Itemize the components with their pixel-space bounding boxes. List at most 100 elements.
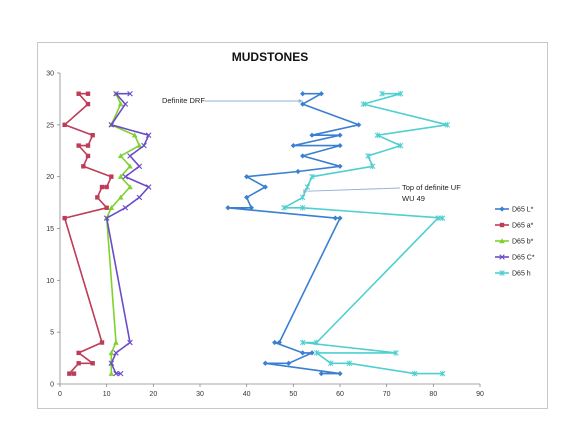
data-point — [281, 204, 287, 211]
data-point — [103, 215, 110, 221]
legend-marker — [499, 238, 505, 244]
data-point — [369, 163, 376, 170]
data-point — [131, 132, 138, 138]
data-point — [85, 143, 91, 148]
data-point — [244, 174, 250, 180]
legend-entry: D65 a* — [495, 223, 534, 230]
data-point — [141, 142, 147, 149]
legend-marker — [499, 206, 505, 212]
data-point — [117, 173, 124, 179]
data-point — [337, 142, 343, 149]
data-point — [99, 340, 105, 345]
data-point — [85, 91, 91, 96]
data-point — [365, 153, 371, 159]
annotation-arrowhead — [303, 189, 308, 194]
data-point — [309, 350, 315, 356]
legend-marker — [499, 270, 505, 276]
data-point — [95, 195, 100, 200]
data-point — [304, 184, 311, 190]
data-point — [127, 184, 133, 190]
x-tick-label: 60 — [336, 391, 344, 398]
data-point — [244, 194, 250, 200]
x-tick-label: 40 — [243, 391, 251, 398]
legend-marker — [499, 254, 505, 260]
data-point — [99, 184, 105, 190]
data-point — [290, 142, 296, 149]
data-point — [104, 205, 109, 210]
data-point — [248, 205, 254, 211]
data-point — [122, 173, 129, 180]
data-point — [113, 350, 119, 356]
data-point — [127, 153, 133, 159]
data-point — [272, 339, 278, 346]
y-tick-label: 15 — [46, 226, 54, 233]
data-point — [85, 101, 91, 107]
series-line — [105, 92, 150, 375]
data-point — [85, 153, 91, 159]
data-point — [62, 215, 67, 221]
y-tick-label: 5 — [50, 330, 54, 337]
y-tick-label: 25 — [46, 122, 54, 129]
series-line — [63, 92, 113, 375]
legend-label: D65 h — [512, 271, 531, 278]
data-point — [67, 371, 72, 376]
data-point — [113, 90, 119, 97]
data-point — [346, 360, 353, 367]
annotation-arrow — [307, 187, 401, 192]
series-d65-h — [281, 90, 451, 377]
data-point — [286, 360, 292, 366]
data-point — [444, 122, 451, 128]
data-point — [313, 350, 320, 356]
data-point — [309, 173, 315, 180]
legend-label: D65 b* — [512, 239, 534, 246]
data-point — [117, 194, 124, 200]
y-tick-label: 30 — [46, 71, 54, 78]
data-point — [262, 184, 268, 190]
data-point — [300, 153, 306, 159]
legend-entry: D65 L* — [495, 206, 534, 214]
data-point — [360, 101, 367, 107]
x-tick-label: 70 — [383, 391, 391, 398]
data-point — [117, 370, 124, 377]
legend-label: D65 a* — [512, 223, 534, 230]
data-point — [62, 122, 67, 128]
data-point — [108, 122, 115, 128]
data-point — [76, 350, 81, 356]
data-point — [108, 350, 115, 356]
annotation-text: Definite DRF — [162, 96, 205, 105]
data-point — [309, 132, 315, 138]
data-point — [337, 163, 343, 169]
data-point — [276, 339, 282, 346]
legend-entry: D65 h — [495, 270, 531, 278]
data-point — [299, 194, 306, 201]
data-point — [127, 90, 133, 97]
data-point — [108, 204, 115, 210]
data-point — [76, 361, 81, 366]
data-point — [397, 142, 404, 149]
data-point — [117, 153, 124, 159]
series-line — [283, 92, 449, 375]
data-point — [76, 143, 81, 148]
data-point — [299, 339, 306, 346]
data-point — [113, 370, 119, 377]
annotation-text: Top of definite UF — [402, 183, 461, 192]
data-point — [145, 184, 152, 190]
data-point — [145, 132, 152, 138]
y-tick-label: 0 — [50, 382, 54, 389]
annotation-arrowhead — [298, 98, 303, 103]
data-point — [122, 101, 129, 107]
data-point — [393, 350, 399, 356]
legend-label: D65 C* — [512, 255, 535, 262]
data-point — [90, 133, 95, 138]
data-point — [435, 215, 441, 221]
y-tick-label: 10 — [46, 278, 54, 285]
plot-layer: 0 10 20 30 40 50 60 70 80 90 0 5 10 15 20 25 30 Definite … — [46, 71, 484, 399]
annotation-drf: Definite DRF — [162, 96, 303, 105]
data-point — [337, 371, 343, 377]
x-tick-label: 10 — [103, 391, 111, 398]
annotation-uf: Top of definite UF WU 49 — [303, 183, 461, 203]
data-point — [71, 371, 77, 376]
data-point — [313, 339, 320, 346]
data-point — [295, 168, 301, 175]
